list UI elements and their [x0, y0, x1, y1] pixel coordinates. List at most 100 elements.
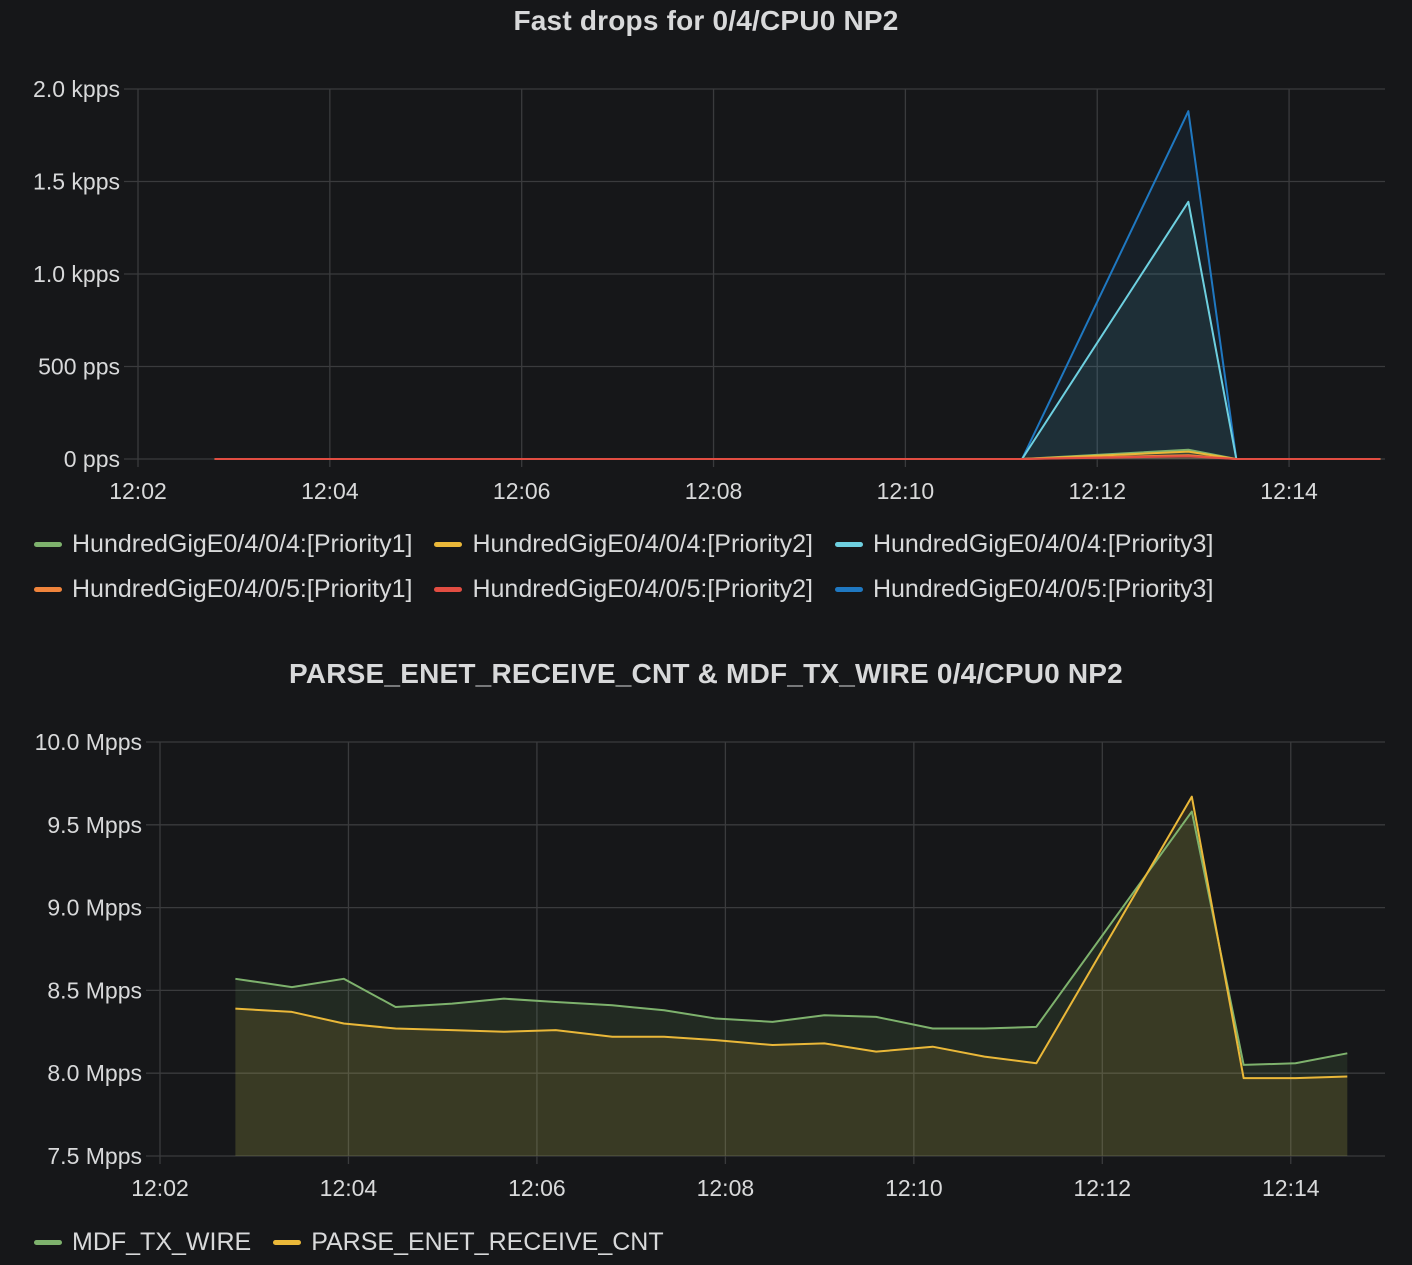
- y-tick-label: 7.5 Mpps: [47, 1143, 142, 1169]
- data-point[interactable]: [1020, 457, 1025, 462]
- data-point[interactable]: [450, 1028, 455, 1033]
- legend-label: HundredGigE0/4/0/5:[Priority2]: [472, 575, 813, 603]
- legend-swatch: [34, 542, 62, 547]
- legend-item[interactable]: HundredGigE0/4/0/4:[Priority1]: [34, 530, 412, 559]
- data-point[interactable]: [1034, 1061, 1039, 1066]
- data-point[interactable]: [662, 1034, 667, 1039]
- data-point[interactable]: [610, 1003, 615, 1008]
- x-tick-label: 12:10: [877, 478, 935, 504]
- data-point[interactable]: [393, 1026, 398, 1031]
- data-point[interactable]: [553, 999, 558, 1004]
- series-line[interactable]: [235, 810, 1348, 1066]
- data-point[interactable]: [982, 1054, 987, 1059]
- x-tick-label: 12:06: [493, 478, 551, 504]
- x-tick-label: 12:06: [508, 1175, 566, 1201]
- data-point[interactable]: [713, 1016, 718, 1021]
- series-line[interactable]: [214, 455, 1381, 460]
- y-tick-label: 10.0 Mpps: [35, 729, 142, 755]
- data-point[interactable]: [450, 1001, 455, 1006]
- parse-enet-chart[interactable]: 7.5 Mpps 8.0 Mpps 8.5 Mpps 9.0 Mpps 9.5 Mpps…: [0, 640, 1412, 1215]
- series-line[interactable]: [235, 795, 1348, 1080]
- legend-label: PARSE_ENET_RECEIVE_CNT: [311, 1228, 664, 1256]
- series-area-fill: [235, 811, 1348, 1156]
- legend-label: HundredGigE0/4/0/4:[Priority3]: [872, 530, 1214, 558]
- data-point[interactable]: [1293, 1061, 1298, 1066]
- legend-item[interactable]: HundredGigE0/4/0/5:[Priority2]: [434, 575, 813, 604]
- legend-item[interactable]: HundredGigE0/4/0/5:[Priority3]: [834, 575, 1214, 604]
- legend-item[interactable]: HundredGigE0/4/0/4:[Priority3]: [834, 530, 1214, 559]
- data-point[interactable]: [770, 1019, 775, 1024]
- data-point[interactable]: [1186, 109, 1191, 114]
- x-tick-label: 12:12: [1074, 1175, 1132, 1201]
- data-point[interactable]: [289, 1009, 294, 1014]
- y-tick-label: 1.5 kpps: [33, 169, 120, 195]
- data-point[interactable]: [1186, 199, 1191, 204]
- data-point[interactable]: [930, 1044, 935, 1049]
- legend-item[interactable]: MDF_TX_WIRE: [34, 1228, 251, 1257]
- data-point[interactable]: [212, 457, 217, 462]
- series-area-fill: [214, 201, 1381, 459]
- data-point[interactable]: [1189, 794, 1194, 799]
- data-point[interactable]: [341, 976, 346, 981]
- series-area-fill: [235, 796, 1348, 1156]
- data-point[interactable]: [1345, 1051, 1350, 1056]
- data-point[interactable]: [553, 1028, 558, 1033]
- data-point[interactable]: [501, 1029, 506, 1034]
- data-point[interactable]: [770, 1043, 775, 1048]
- fast-drops-chart[interactable]: 0 pps 500 pps 1.0 kpps 1.5 kpps 2.0 kpps 12:0…: [0, 0, 1412, 520]
- data-point[interactable]: [822, 1041, 827, 1046]
- data-point[interactable]: [930, 1026, 935, 1031]
- fast-drops-title: Fast drops for 0/4/CPU0 NP2: [513, 5, 899, 36]
- data-point[interactable]: [1378, 457, 1383, 462]
- data-point[interactable]: [1293, 1076, 1298, 1081]
- y-tick-label: 9.0 Mpps: [47, 895, 142, 921]
- data-point[interactable]: [874, 1014, 879, 1019]
- legend-item[interactable]: HundredGigE0/4/0/4:[Priority2]: [434, 530, 813, 559]
- y-tick-label: 2.0 kpps: [33, 76, 120, 102]
- x-tick-label: 12:02: [131, 1175, 189, 1201]
- data-point[interactable]: [233, 1006, 238, 1011]
- data-point[interactable]: [982, 1026, 987, 1031]
- x-tick-label: 12:10: [885, 1175, 943, 1201]
- legend-label: HundredGigE0/4/0/4:[Priority1]: [72, 530, 413, 558]
- data-point[interactable]: [1034, 1024, 1039, 1029]
- data-point[interactable]: [822, 1013, 827, 1018]
- data-point[interactable]: [713, 1038, 718, 1043]
- legend-swatch: [834, 542, 863, 547]
- series-area-fill: [214, 111, 1381, 459]
- data-point[interactable]: [662, 1008, 667, 1013]
- data-point[interactable]: [874, 1049, 879, 1054]
- x-tick-label: 12:08: [685, 478, 743, 504]
- x-tick-label: 12:04: [320, 1175, 378, 1201]
- data-point[interactable]: [1241, 1076, 1246, 1081]
- legend-swatch: [434, 587, 463, 592]
- y-tick-label: 8.0 Mpps: [47, 1060, 142, 1086]
- data-point[interactable]: [1345, 1074, 1350, 1079]
- legend-label: HundredGigE0/4/0/4:[Priority2]: [472, 530, 813, 558]
- legend-swatch: [434, 542, 463, 547]
- data-point[interactable]: [1186, 454, 1191, 459]
- legend-swatch: [273, 1240, 302, 1245]
- x-tick-label: 12:02: [109, 478, 167, 504]
- legend-swatch: [834, 587, 863, 592]
- parse-enet-panel: 7.5 Mpps 8.0 Mpps 8.5 Mpps 9.0 Mpps 9.5 Mpps…: [0, 640, 1412, 1260]
- y-tick-label: 9.5 Mpps: [47, 812, 142, 838]
- data-point[interactable]: [233, 976, 238, 981]
- x-tick-label: 12:14: [1260, 478, 1318, 504]
- data-point[interactable]: [1234, 457, 1239, 462]
- legend-item[interactable]: PARSE_ENET_RECEIVE_CNT: [273, 1228, 664, 1257]
- x-tick-label: 12:14: [1262, 1175, 1320, 1201]
- data-point[interactable]: [393, 1004, 398, 1009]
- legend-item[interactable]: HundredGigE0/4/0/5:[Priority1]: [34, 575, 412, 604]
- fast-drops-legend: HundredGigE0/4/0/4:[Priority1] HundredGi…: [34, 522, 1235, 612]
- legend-label: MDF_TX_WIRE: [72, 1228, 252, 1256]
- x-tick-label: 12:08: [697, 1175, 755, 1201]
- legend-swatch: [34, 1240, 62, 1245]
- data-point[interactable]: [289, 985, 294, 990]
- legend-label: HundredGigE0/4/0/5:[Priority1]: [72, 575, 413, 603]
- data-point[interactable]: [610, 1034, 615, 1039]
- y-tick-label: 0 pps: [64, 446, 120, 472]
- data-point[interactable]: [341, 1021, 346, 1026]
- data-point[interactable]: [501, 996, 506, 1001]
- legend-label: HundredGigE0/4/0/5:[Priority3]: [872, 575, 1214, 603]
